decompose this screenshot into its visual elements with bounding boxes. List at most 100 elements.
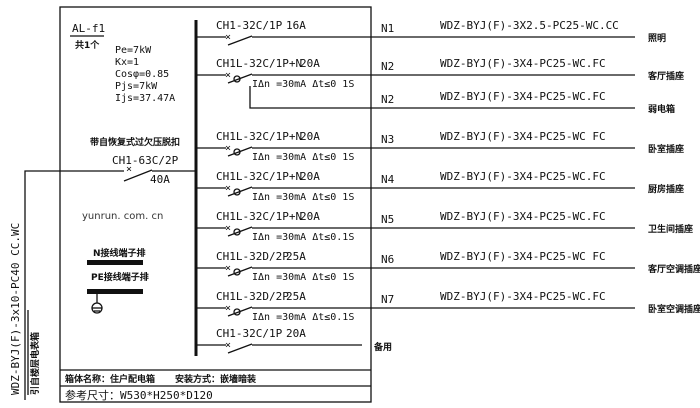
panel-box	[59, 6, 372, 403]
breaker-x-icon: ×	[225, 223, 231, 234]
breaker-rating: 25A	[286, 290, 306, 303]
incoming-note: 引自楼层电表箱	[29, 332, 41, 395]
cable-spec: WDZ-BYJ(F)-3X4-PC25-WC.FC	[440, 290, 606, 303]
load-name: 弱电箱	[648, 103, 675, 115]
cable-spec: WDZ-BYJ(F)-3X4-PC25-WC.FC	[440, 170, 606, 183]
circuit-number: N2	[381, 60, 394, 73]
breaker-x-icon: ×	[225, 303, 231, 314]
rcd-rating: IΔn =30mA Δt≤0 1S	[252, 79, 354, 90]
breaker-x-icon: ×	[225, 340, 231, 351]
cable-spec: WDZ-BYJ(F)-3X4-PC25-WC.FC	[440, 90, 606, 103]
cable-spec: WDZ-BYJ(F)-3X4-PC25-WC.FC	[440, 57, 606, 70]
circuit-number: N6	[381, 253, 394, 266]
param-ijs: Ijs=37.47A	[115, 93, 175, 104]
load-name: 照明	[648, 33, 666, 44]
branch-row: ×CH1-32C/1P 20A 备用	[196, 327, 392, 354]
breaker-x-icon: ×	[225, 183, 231, 194]
breaker-switch-icon	[227, 343, 253, 354]
cable-spec: WDZ-BYJ(F)-3X4-PC25-WC FC	[440, 130, 606, 143]
rcd-icon	[233, 308, 241, 316]
breaker-rating: 20A	[300, 210, 320, 223]
breaker-model: CH1-32C/1P	[216, 19, 283, 32]
param-pe: Pe=7kW	[115, 45, 152, 56]
rcd-rating: IΔn =30mA Δt≤0.1S	[252, 312, 354, 323]
rcd-rating: IΔn =30mA Δt≤0 1S	[252, 272, 354, 283]
main-breaker-model: CH1-63C/2P	[112, 154, 179, 167]
watermark: yunrun. com. cn	[82, 211, 163, 222]
rcd-icon	[233, 75, 241, 83]
rcd-icon	[233, 268, 241, 276]
rcd-rating: IΔn =30mA Δt≤0 1S	[252, 152, 354, 163]
circuit-number: N7	[381, 293, 394, 306]
main-breaker-rating: 40A	[150, 173, 170, 186]
load-name: 卫生间插座	[648, 223, 693, 235]
breaker-rating: 20A	[286, 327, 306, 340]
rcd-branch-line	[249, 86, 635, 109]
cable-spec: WDZ-BYJ(F)-3X2.5-PC25-WC.CC	[440, 19, 619, 32]
breaker-x-icon: ×	[225, 263, 231, 274]
breaker-rating: 25A	[286, 250, 306, 263]
circuit-number: N2	[381, 93, 394, 106]
box-name: 箱体名称：住户配电箱	[65, 373, 155, 385]
branch-row: ×CH1-32C/1P 16A N1 WDZ-BYJ(F)-3X2.5-PC25-WC…	[196, 19, 666, 46]
branch-row: N2 WDZ-BYJ(F)-3X4-PC25-WC.FC 弱电箱	[249, 86, 675, 115]
breaker-rating: 16A	[286, 19, 306, 32]
load-name: 卧室插座	[648, 143, 684, 155]
param-cos: Cosφ=0.85	[115, 69, 169, 80]
rcd-icon	[233, 188, 241, 196]
load-name: 备用	[373, 341, 392, 353]
incoming-cable: WDZ-BYJ(F)-3x10-PC40 CC.WC	[9, 223, 22, 395]
breaker-model: CH1-32C/1P	[216, 327, 283, 340]
breaker-model: CH1L-32C/1P+N	[216, 170, 302, 183]
cable-spec: WDZ-BYJ(F)-3X4-PC25-WC FC	[440, 250, 606, 263]
ground-icon	[91, 294, 103, 314]
breaker-rating: 20A	[300, 57, 320, 70]
reference-size: 参考尺寸：W530*H250*D120	[65, 388, 213, 402]
breaker-x-icon: ×	[225, 32, 231, 43]
breaker-model: CH1L-32C/1P+N	[216, 130, 302, 143]
circuit-number: N4	[381, 173, 395, 186]
breaker-model: CH1L-32D/2P	[216, 290, 289, 303]
main-breaker-note: 带自恢复式过欠压脱扣	[90, 136, 180, 148]
pe-terminal-label: PE接线端子排	[91, 271, 149, 283]
panel-quantity: 共1个	[75, 39, 100, 51]
cable-spec: WDZ-BYJ(F)-3X4-PC25-WC.FC	[440, 210, 606, 223]
breaker-rating: 20A	[300, 130, 320, 143]
load-name: 厨房插座	[648, 183, 684, 195]
param-pjs: Pjs=7kW	[115, 81, 158, 92]
rcd-icon	[233, 148, 241, 156]
breaker-x-icon: ×	[225, 143, 231, 154]
breaker-rating: 20A	[300, 170, 320, 183]
param-kx: Kx=1	[115, 57, 139, 68]
n-terminal-bar	[87, 260, 143, 265]
load-params: Pe=7kW Kx=1 Cosφ=0.85 Pjs=7kW Ijs=37.47A	[115, 45, 175, 104]
load-name: 客厅空调插座	[647, 263, 700, 275]
load-name: 客厅插座	[647, 70, 684, 82]
rcd-icon	[233, 228, 241, 236]
main-breaker-symbol: ×	[24, 164, 196, 400]
n-terminal-label: N接线端子排	[93, 247, 146, 259]
circuit-number: N1	[381, 22, 394, 35]
breaker-x-icon: ×	[225, 70, 231, 81]
load-name: 卧室空调插座	[648, 303, 700, 315]
circuit-number: N3	[381, 133, 394, 146]
panel-name: AL-f1	[72, 22, 105, 35]
rcd-rating: IΔn =30mA Δt≤0 1S	[252, 192, 354, 203]
branch-circuits: ×CH1-32C/1P 16A N1 WDZ-BYJ(F)-3X2.5-PC25-WC…	[196, 19, 700, 354]
breaker-switch-icon	[227, 35, 253, 46]
rcd-rating: IΔn =30mA Δt≤0.1S	[252, 232, 354, 243]
circuit-number: N5	[381, 213, 394, 226]
pe-terminal-bar	[87, 289, 143, 294]
svg-text:×: ×	[126, 164, 132, 175]
breaker-model: CH1L-32C/1P+N	[216, 210, 302, 223]
breaker-model: CH1L-32D/2P	[216, 250, 289, 263]
breaker-model: CH1L-32C/1P+N	[216, 57, 302, 70]
install-method: 安装方式：嵌墙暗装	[175, 373, 257, 385]
